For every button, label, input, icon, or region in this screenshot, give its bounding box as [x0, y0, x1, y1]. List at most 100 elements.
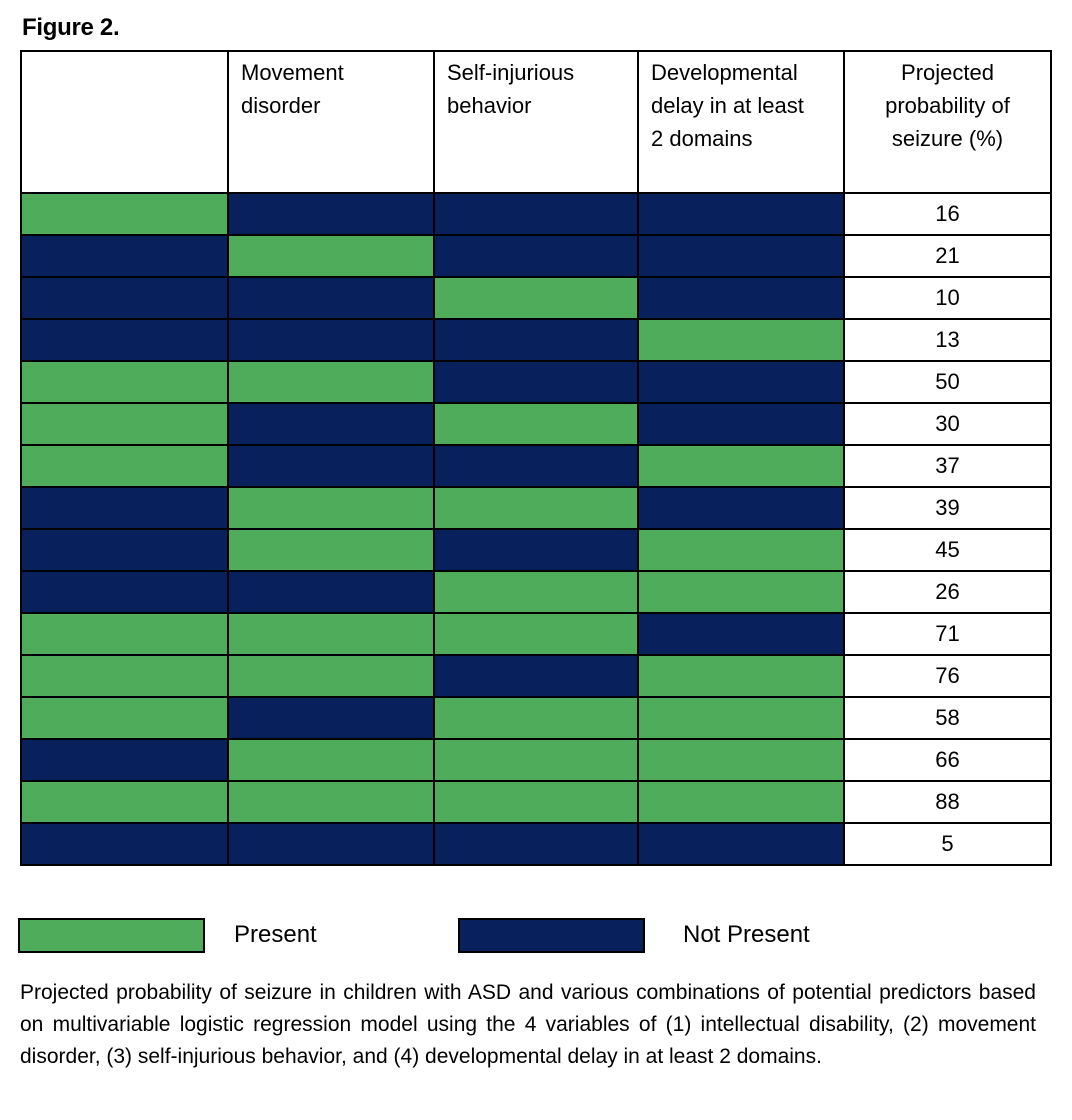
header-line: Developmental	[651, 60, 798, 85]
probability-value: 16	[843, 192, 1052, 236]
header-line: behavior	[447, 93, 532, 118]
legend-swatch-not-present	[458, 918, 645, 953]
table-row: 39	[20, 486, 1052, 530]
self-injurious-behavior-cell-present	[433, 612, 639, 656]
table-row: 26	[20, 570, 1052, 614]
intellectual-disability-cell-present	[20, 696, 229, 740]
header-movement-disorder: Movement disorder	[227, 50, 435, 194]
intellectual-disability-cell-present	[20, 402, 229, 446]
header-line: probability of	[885, 93, 1010, 118]
self-injurious-behavior-cell-not-present	[433, 234, 639, 278]
movement-disorder-cell-present	[227, 738, 435, 782]
header-projected-probability: Projected probability of seizure (%)	[843, 50, 1052, 194]
self-injurious-behavior-cell-not-present	[433, 654, 639, 698]
developmental-delay-cell-present	[637, 570, 845, 614]
table-row: 71	[20, 612, 1052, 656]
developmental-delay-cell-present	[637, 528, 845, 572]
movement-disorder-cell-not-present	[227, 570, 435, 614]
developmental-delay-cell-not-present	[637, 234, 845, 278]
movement-disorder-cell-not-present	[227, 696, 435, 740]
table-row: 21	[20, 234, 1052, 278]
header-line: disorder	[241, 93, 321, 118]
movement-disorder-cell-not-present	[227, 402, 435, 446]
movement-disorder-cell-present	[227, 654, 435, 698]
header-line: Self-injurious	[447, 60, 575, 85]
self-injurious-behavior-cell-not-present	[433, 318, 639, 362]
developmental-delay-cell-present	[637, 654, 845, 698]
movement-disorder-cell-present	[227, 234, 435, 278]
legend: Present Not Present	[18, 918, 1048, 953]
header-line: 2 domains	[651, 126, 753, 151]
table-row: 13	[20, 318, 1052, 362]
movement-disorder-cell-not-present	[227, 444, 435, 488]
movement-disorder-cell-present	[227, 486, 435, 530]
probability-value: 13	[843, 318, 1052, 362]
table-row: 88	[20, 780, 1052, 824]
probability-value: 50	[843, 360, 1052, 404]
probability-value: 5	[843, 822, 1052, 866]
developmental-delay-cell-present	[637, 444, 845, 488]
table-row: 37	[20, 444, 1052, 488]
movement-disorder-cell-not-present	[227, 822, 435, 866]
intellectual-disability-cell-not-present	[20, 570, 229, 614]
developmental-delay-cell-present	[637, 696, 845, 740]
intellectual-disability-cell-not-present	[20, 822, 229, 866]
self-injurious-behavior-cell-not-present	[433, 444, 639, 488]
predictor-table: Movement disorder Self-injurious behavior …	[20, 50, 1052, 866]
table-row: 66	[20, 738, 1052, 782]
table-row: 5	[20, 822, 1052, 866]
figure-caption: Projected probability of seizure in chil…	[20, 981, 1036, 1068]
self-injurious-behavior-cell-not-present	[433, 360, 639, 404]
probability-value: 71	[843, 612, 1052, 656]
intellectual-disability-cell-not-present	[20, 318, 229, 362]
header-line: delay in at least	[651, 93, 804, 118]
self-injurious-behavior-cell-present	[433, 486, 639, 530]
probability-value: 45	[843, 528, 1052, 572]
intellectual-disability-cell-not-present	[20, 738, 229, 782]
developmental-delay-cell-not-present	[637, 402, 845, 446]
intellectual-disability-cell-present	[20, 654, 229, 698]
table-body: 16 21 10 13 50 30 37 39 45 26 71 76 58 66 88 5	[20, 192, 1052, 866]
header-developmental-delay: Developmental delay in at least 2 domains	[637, 50, 845, 194]
movement-disorder-cell-present	[227, 360, 435, 404]
intellectual-disability-cell-present	[20, 360, 229, 404]
intellectual-disability-cell-present	[20, 612, 229, 656]
self-injurious-behavior-cell-present	[433, 276, 639, 320]
header-line: Projected	[901, 60, 994, 85]
self-injurious-behavior-cell-present	[433, 570, 639, 614]
developmental-delay-cell-not-present	[637, 822, 845, 866]
self-injurious-behavior-cell-not-present	[433, 528, 639, 572]
intellectual-disability-cell-not-present	[20, 234, 229, 278]
table-row: 30	[20, 402, 1052, 446]
intellectual-disability-cell-present	[20, 192, 229, 236]
intellectual-disability-cell-present	[20, 444, 229, 488]
probability-value: 26	[843, 570, 1052, 614]
table-row: 50	[20, 360, 1052, 404]
self-injurious-behavior-cell-present	[433, 696, 639, 740]
probability-value: 37	[843, 444, 1052, 488]
probability-value: 88	[843, 780, 1052, 824]
header-line: seizure (%)	[891, 126, 1004, 151]
table-row: 58	[20, 696, 1052, 740]
probability-value: 10	[843, 276, 1052, 320]
table-row: 10	[20, 276, 1052, 320]
movement-disorder-cell-present	[227, 780, 435, 824]
intellectual-disability-cell-not-present	[20, 528, 229, 572]
developmental-delay-cell-not-present	[637, 192, 845, 236]
table-row: 16	[20, 192, 1052, 236]
self-injurious-behavior-cell-not-present	[433, 192, 639, 236]
developmental-delay-cell-present	[637, 738, 845, 782]
developmental-delay-cell-not-present	[637, 276, 845, 320]
header-row: Movement disorder Self-injurious behavior …	[20, 50, 1052, 194]
header-line: Movement	[241, 60, 344, 85]
developmental-delay-cell-not-present	[637, 360, 845, 404]
self-injurious-behavior-cell-present	[433, 738, 639, 782]
movement-disorder-cell-present	[227, 612, 435, 656]
developmental-delay-cell-present	[637, 318, 845, 362]
movement-disorder-cell-not-present	[227, 276, 435, 320]
developmental-delay-cell-not-present	[637, 612, 845, 656]
probability-value: 76	[843, 654, 1052, 698]
self-injurious-behavior-cell-present	[433, 402, 639, 446]
movement-disorder-cell-not-present	[227, 192, 435, 236]
probability-value: 30	[843, 402, 1052, 446]
